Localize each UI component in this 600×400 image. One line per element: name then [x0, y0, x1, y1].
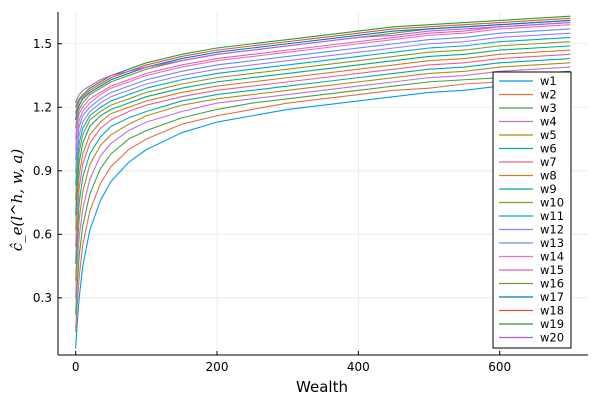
legend-label-w12: w12	[540, 223, 564, 237]
y-axis-title: ĉ_e(l^h, w, a)	[8, 149, 26, 252]
legend-label-w8: w8	[540, 169, 557, 183]
series-line-w17	[75, 19, 571, 121]
series-line-w2	[75, 74, 571, 332]
series-line-w7	[75, 53, 571, 248]
legend-label-w6: w6	[540, 142, 557, 156]
legend-label-w2: w2	[540, 88, 557, 102]
legend-label-w16: w16	[540, 277, 564, 291]
series-line-w11	[75, 36, 571, 186]
series-line-w15	[75, 22, 571, 140]
legend-label-w10: w10	[540, 196, 564, 210]
x-tick-label: 0	[72, 360, 80, 374]
x-tick-label: 200	[206, 360, 229, 374]
x-axis-title: Wealth	[296, 378, 348, 396]
legend-label-w7: w7	[540, 155, 557, 169]
legend-label-w14: w14	[540, 250, 564, 264]
legend: w1w2w3w4w5w6w7w8w9w10w11w12w13w14w15w16w…	[492, 71, 572, 349]
series-line-w6	[75, 58, 571, 264]
series-line-w3	[75, 70, 571, 315]
y-tick-label: 1.2	[33, 100, 52, 114]
legend-label-w18: w18	[540, 304, 564, 318]
series-line-w8	[75, 49, 571, 231]
series-line-w18	[75, 17, 571, 114]
y-tick-label: 0.9	[33, 164, 52, 178]
series-line-w9	[75, 45, 571, 216]
y-tick-label: 0.3	[33, 291, 52, 305]
tick-labels: 0 200 400 600 0.3 0.6 0.9 1.2 1.5	[33, 37, 511, 374]
legend-label-w1: w1	[540, 74, 557, 88]
legend-box	[492, 71, 572, 349]
legend-label-w5: w5	[540, 128, 557, 142]
legend-label-w9: w9	[540, 182, 557, 196]
x-tick-label: 600	[488, 360, 511, 374]
x-tick-label: 400	[347, 360, 370, 374]
series-line-w14	[75, 24, 571, 150]
series-line-w13	[75, 28, 571, 161]
legend-label-w15: w15	[540, 263, 564, 277]
series-line-w5	[75, 62, 571, 281]
legend-label-w4: w4	[540, 115, 557, 129]
series-line-w10	[75, 41, 571, 201]
legend-label-w19: w19	[540, 317, 564, 331]
legend-label-w11: w11	[540, 209, 564, 223]
series-line-w4	[75, 66, 571, 298]
legend-label-w17: w17	[540, 290, 564, 304]
legend-label-w20: w20	[540, 331, 564, 345]
series-line-w1	[75, 81, 571, 349]
y-tick-label: 1.5	[33, 37, 52, 51]
y-tick-label: 0.6	[33, 227, 52, 241]
series-line-w19	[75, 15, 571, 108]
series-lines	[75, 15, 571, 349]
legend-label-w3: w3	[540, 101, 557, 115]
series-line-w20	[75, 22, 571, 104]
legend-label-w13: w13	[540, 236, 564, 250]
series-line-w12	[75, 32, 571, 173]
